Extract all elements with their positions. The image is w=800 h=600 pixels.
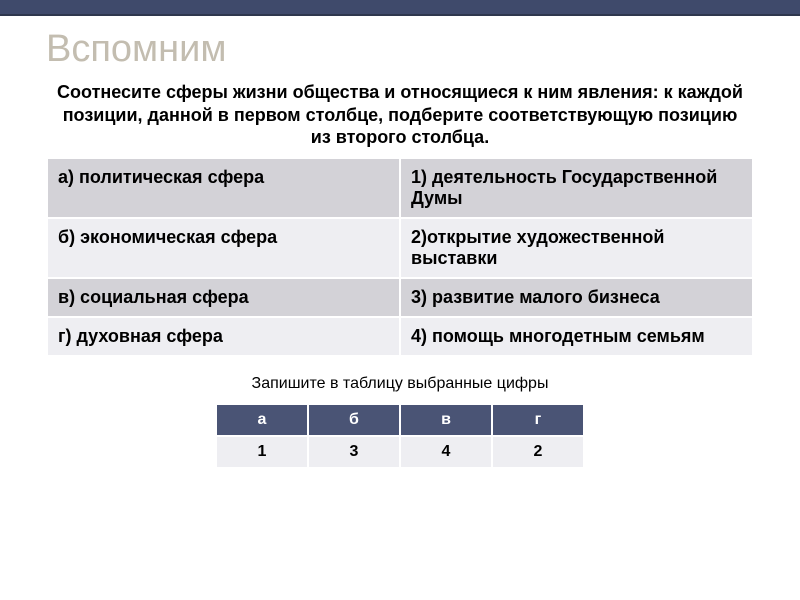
table-cell-right: 4) помощь многодетным семьям — [400, 317, 753, 356]
answer-table: а б в г 1 3 4 2 — [215, 403, 585, 469]
table-cell-right: 1) деятельность Государственной Думы — [400, 158, 753, 218]
answer-header-row: а б в г — [216, 404, 584, 436]
slide-content: Вспомним Соотнесите сферы жизни общества… — [0, 16, 800, 469]
answer-header-cell: г — [492, 404, 584, 436]
answer-header-cell: а — [216, 404, 308, 436]
answer-value-cell: 4 — [400, 436, 492, 468]
table-cell-left: а) политическая сфера — [47, 158, 400, 218]
matching-table: а) политическая сфера 1) деятельность Го… — [46, 157, 754, 357]
answer-header-cell: б — [308, 404, 400, 436]
table-row: г) духовная сфера 4) помощь многодетным … — [47, 317, 753, 356]
answer-value-cell: 3 — [308, 436, 400, 468]
decorative-top-bar — [0, 0, 800, 16]
answer-value-row: 1 3 4 2 — [216, 436, 584, 468]
answer-value-cell: 1 — [216, 436, 308, 468]
task-instruction: Соотнесите сферы жизни общества и относя… — [56, 81, 744, 149]
table-cell-left: б) экономическая сфера — [47, 218, 400, 278]
table-row: б) экономическая сфера 2)открытие художе… — [47, 218, 753, 278]
answer-header-cell: в — [400, 404, 492, 436]
page-title: Вспомним — [46, 28, 754, 71]
table-cell-left: г) духовная сфера — [47, 317, 400, 356]
table-cell-right: 2)открытие художественной выставки — [400, 218, 753, 278]
table-cell-right: 3) развитие малого бизнеса — [400, 278, 753, 317]
answer-caption: Запишите в таблицу выбранные цифры — [46, 375, 754, 393]
answer-value-cell: 2 — [492, 436, 584, 468]
table-row: а) политическая сфера 1) деятельность Го… — [47, 158, 753, 218]
table-cell-left: в) социальная сфера — [47, 278, 400, 317]
table-row: в) социальная сфера 3) развитие малого б… — [47, 278, 753, 317]
